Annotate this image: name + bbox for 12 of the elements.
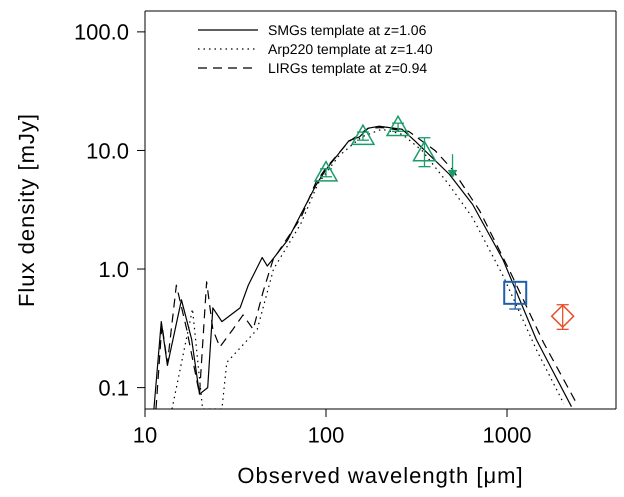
y-tick-label: 100.0	[74, 20, 129, 45]
y-tick-label: 1.0	[98, 256, 129, 282]
x-axis-title: Observed wavelength [μm]	[237, 463, 524, 488]
x-tick-label: 1000	[482, 422, 532, 448]
legend-label: Arp220 template at z=1.40	[268, 40, 433, 56]
y-tick-label: 10.0	[86, 138, 129, 164]
y-tick-label: 0.1	[98, 375, 129, 400]
legend-label: SMGs template at z=1.06	[268, 22, 426, 38]
x-tick-label: 100	[308, 422, 344, 448]
x-tick-label: 10	[132, 422, 158, 448]
y-axis-title: Flux density [mJy]	[14, 112, 39, 308]
legend-label: LIRGs template at z=0.94	[268, 60, 428, 76]
